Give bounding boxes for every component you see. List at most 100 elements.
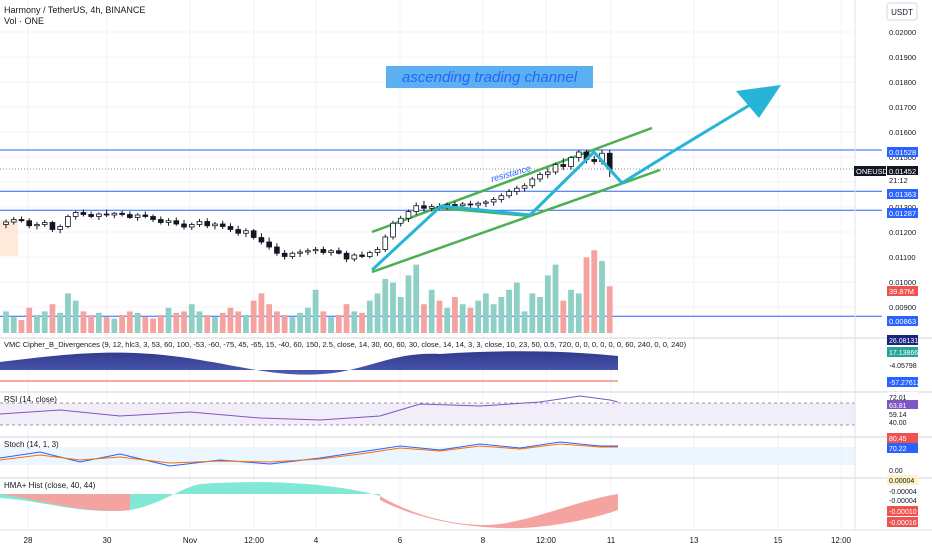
rsi-value: 40.00 xyxy=(889,420,907,427)
volume-bar xyxy=(560,300,567,333)
price-tick: 0.01800 xyxy=(889,78,916,87)
volume-bar xyxy=(374,293,381,333)
time-tick: 30 xyxy=(103,536,112,545)
volume-bar xyxy=(467,307,474,333)
volume-bar xyxy=(274,311,280,333)
candle-body xyxy=(351,254,358,260)
volume-bar xyxy=(212,317,218,333)
volume-bar xyxy=(320,311,327,333)
candle-body xyxy=(103,213,110,216)
volume-bar xyxy=(475,300,482,333)
candle-body xyxy=(506,191,512,197)
stoch-d xyxy=(0,443,618,464)
channel-label: ascending trading channel xyxy=(402,69,578,86)
rsi-line xyxy=(0,395,619,421)
rsi-band xyxy=(0,403,855,425)
stoch-value-bg xyxy=(887,433,918,443)
candle-body xyxy=(568,157,574,167)
candle-body xyxy=(80,212,87,215)
price-tag: 0.01363 xyxy=(889,190,916,199)
vmc-value: 26.08131 xyxy=(889,338,918,345)
price-tag-bg xyxy=(887,208,918,218)
candle-body xyxy=(336,250,342,254)
volume-bar xyxy=(34,315,40,333)
volume-bar xyxy=(521,311,528,333)
time-tick: 6 xyxy=(398,536,403,545)
volume-bar xyxy=(397,297,404,333)
volume-bar xyxy=(219,312,226,333)
price-tick: 0.02000 xyxy=(889,28,916,37)
volume-bar xyxy=(266,304,273,333)
volume-bar xyxy=(150,318,156,333)
volume-bar xyxy=(142,317,149,333)
volume-bar xyxy=(513,282,520,333)
candle-body xyxy=(498,195,505,200)
rsi-value-bg xyxy=(887,400,918,410)
volume-bar xyxy=(18,320,25,333)
price-tag-bg xyxy=(887,316,918,326)
price-tag-bg xyxy=(887,189,918,199)
rsi-value-bg xyxy=(887,417,918,427)
volume-bar xyxy=(490,304,497,333)
volume-bar xyxy=(583,257,590,333)
candle-body xyxy=(382,236,389,250)
candle-body xyxy=(575,151,582,158)
rsi-value: 72.01 xyxy=(889,395,907,402)
volume-bar xyxy=(57,312,64,333)
rsi-value: 63.81 xyxy=(889,403,907,410)
candle-body xyxy=(514,187,520,192)
candle-body xyxy=(545,171,551,175)
hma-negative xyxy=(380,494,618,529)
candle-body xyxy=(181,223,187,228)
candle-body xyxy=(312,249,319,252)
candle-body xyxy=(150,216,156,220)
chart-title: Harmony / TetherUS, 4h, BINANCE xyxy=(4,5,145,15)
volume-bar xyxy=(366,300,373,333)
volume-bar xyxy=(297,312,304,333)
vmc-value: -4.05798 xyxy=(889,363,917,370)
price-tag-bg xyxy=(887,147,918,157)
hma-value-bg xyxy=(887,517,918,527)
candle-body xyxy=(428,206,435,209)
time-tick: 11 xyxy=(607,536,616,545)
volume-bar xyxy=(243,315,249,333)
rsi-label: RSI (14, close) xyxy=(4,395,57,404)
price-tick: 0.01300 xyxy=(889,203,916,212)
candle-body xyxy=(258,237,265,243)
candle-body xyxy=(134,214,141,218)
projection-arrow-head xyxy=(736,85,781,118)
time-axis: 28 30 Nov 12:00 4 6 8 12:00 11 13 15 12:00 xyxy=(0,529,932,545)
price-tag: 0.01528 xyxy=(889,148,916,157)
hma-value: -0.00010 xyxy=(889,509,917,516)
volume-bar xyxy=(65,293,71,333)
price-tick: 0.00900 xyxy=(889,303,916,312)
price-tick: 0.01600 xyxy=(889,128,916,137)
volume-bar xyxy=(281,315,288,333)
candle-body xyxy=(49,222,56,230)
volume-bar xyxy=(49,304,56,333)
candle-body xyxy=(521,185,528,189)
drawings xyxy=(370,85,781,272)
volume-bar xyxy=(452,297,458,333)
price-tag-bg xyxy=(887,286,918,296)
volume-bar xyxy=(544,275,551,333)
candle-body xyxy=(18,219,25,222)
grid xyxy=(0,0,855,530)
hma-value-bg xyxy=(887,475,918,485)
candle-body xyxy=(560,164,567,167)
volume-bar xyxy=(134,312,141,333)
candle-body xyxy=(274,246,280,254)
time-tick: Nov xyxy=(183,536,197,545)
vmc-value-bg xyxy=(887,347,918,357)
hma-value: -0.00004 xyxy=(889,498,917,505)
volume-bar xyxy=(599,261,605,333)
candles xyxy=(3,149,613,262)
volume-bar xyxy=(157,315,164,333)
candle-body xyxy=(165,220,172,223)
hma-value-bg xyxy=(887,506,918,516)
vmc-wave xyxy=(0,351,618,375)
volume-bar xyxy=(250,300,257,333)
candle-body xyxy=(196,221,203,225)
currency-button[interactable] xyxy=(886,2,918,21)
